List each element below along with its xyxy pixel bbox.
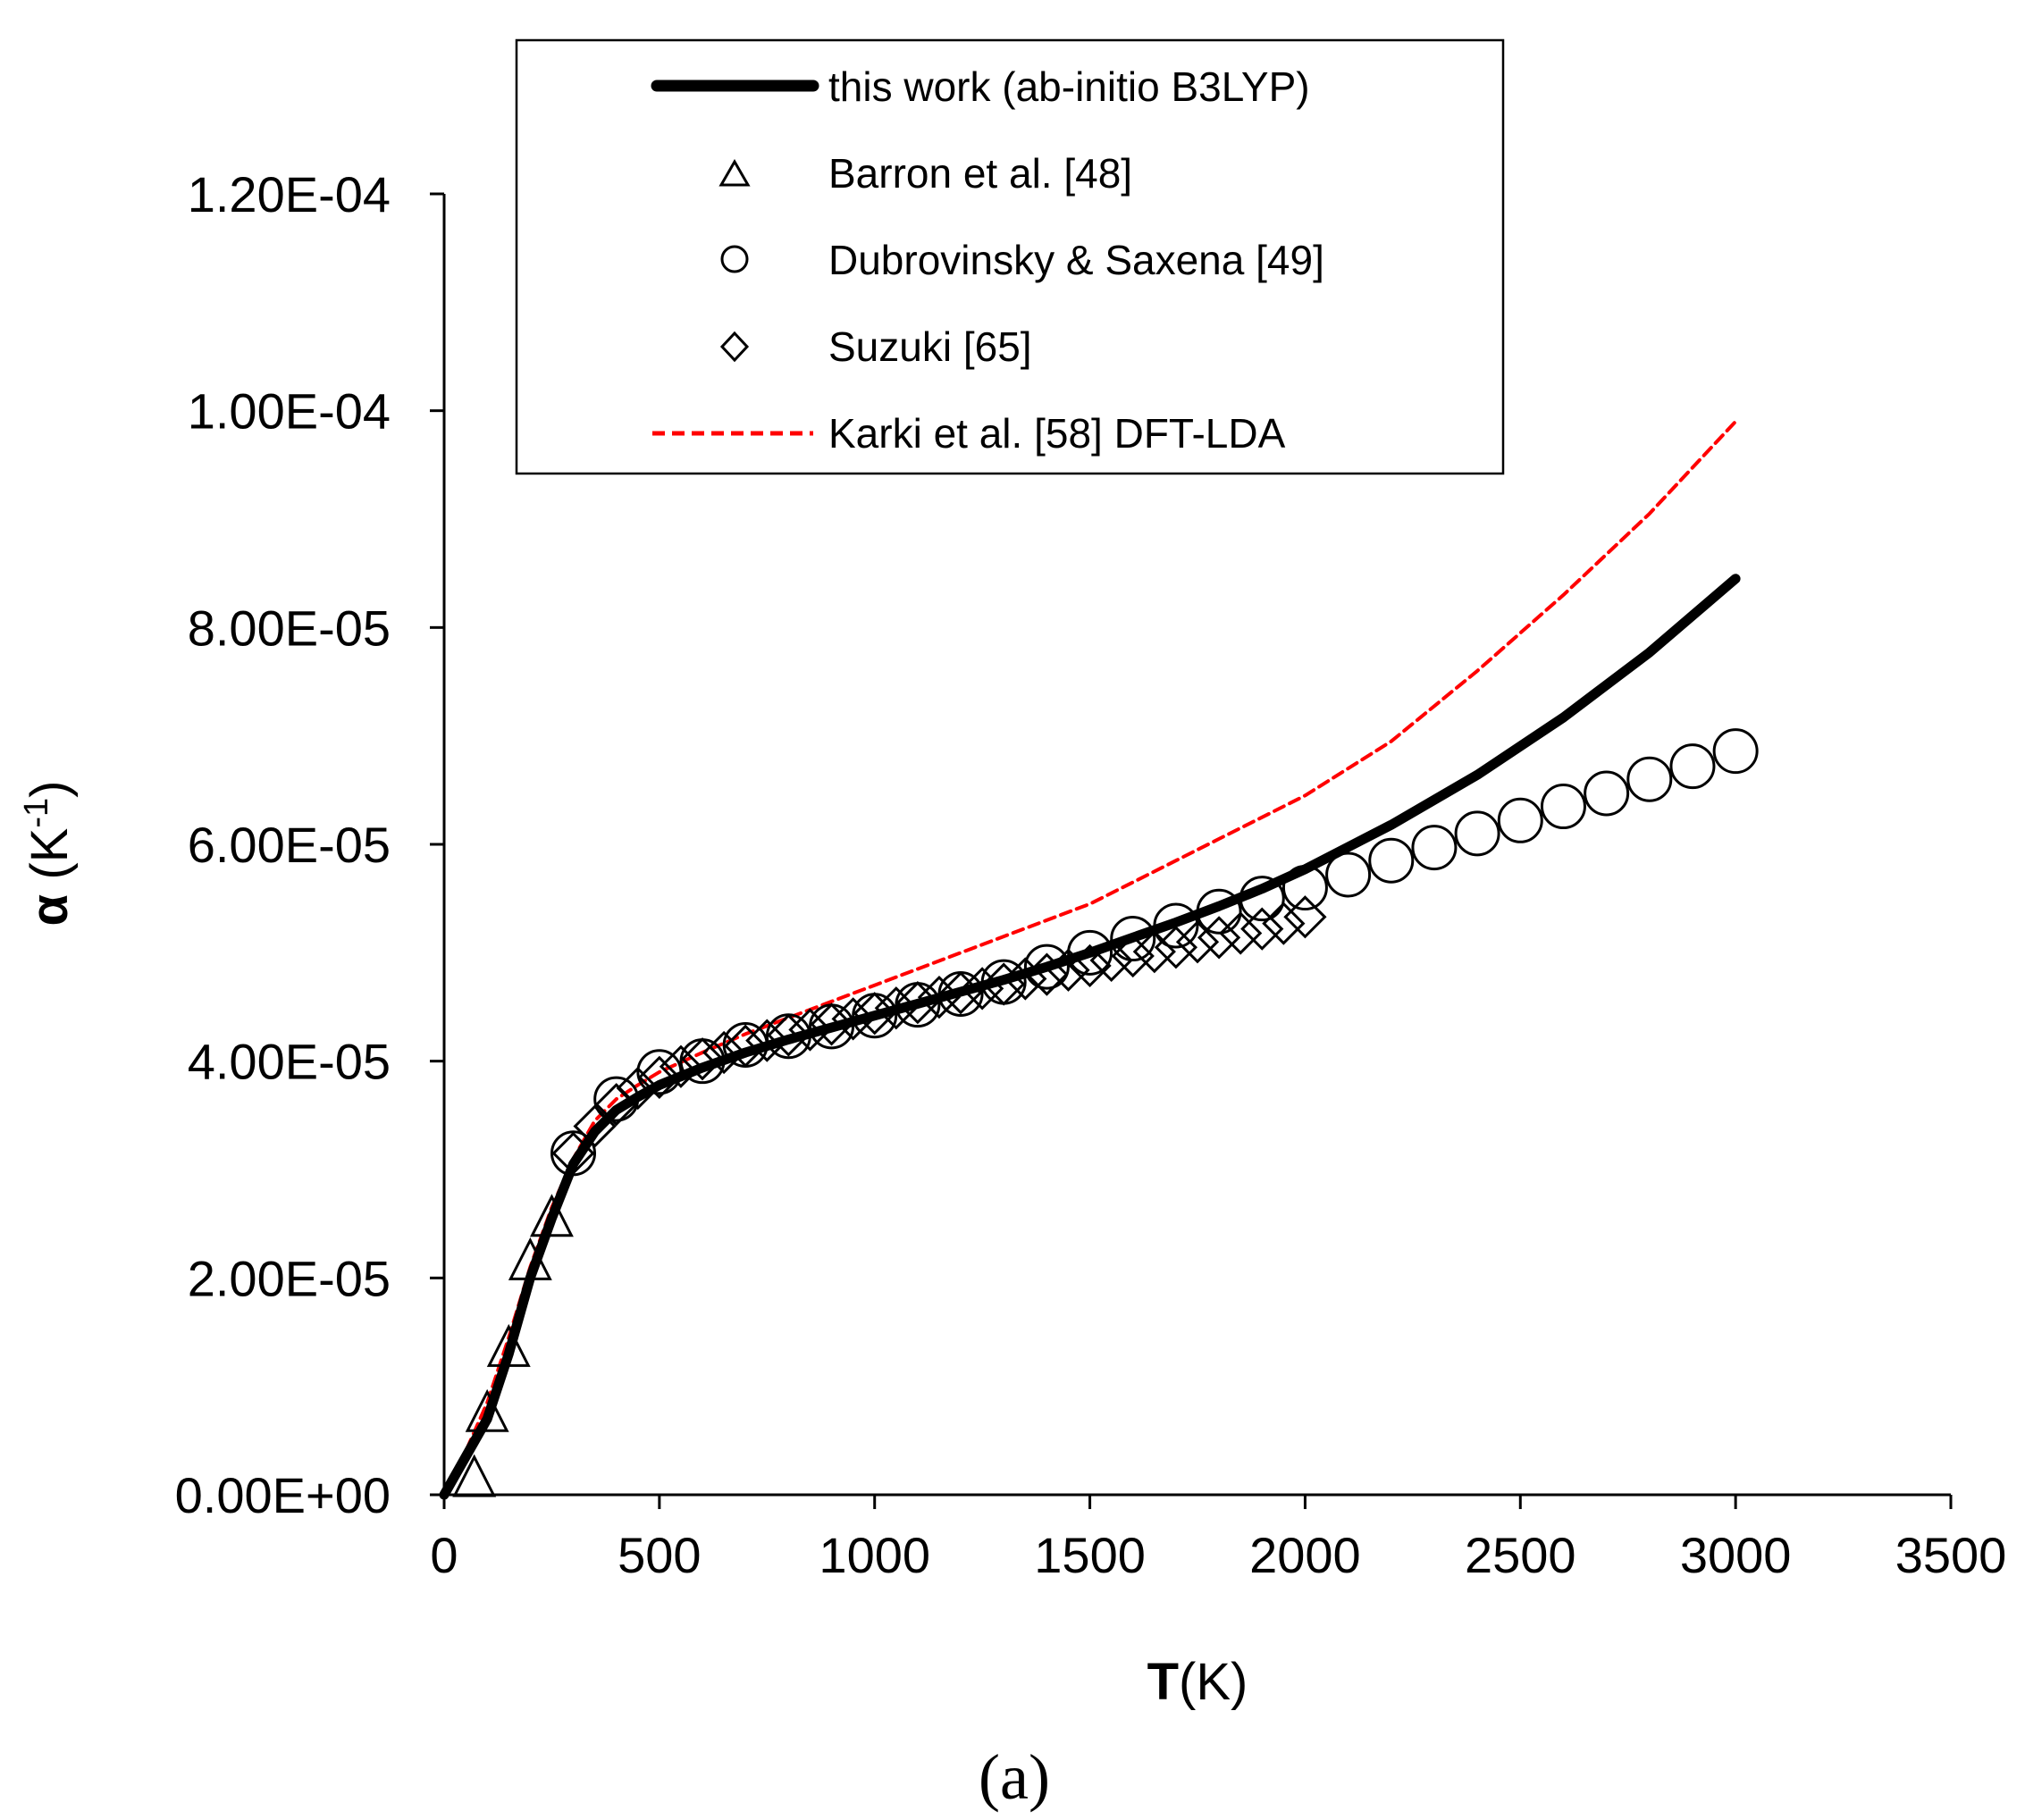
axes: 0 500 1000 1500 2000 2500 3000 3500 0.00E+00 2.00… [175,166,2007,1583]
x-tick-label: 500 [618,1527,701,1583]
x-tick-label: 1000 [819,1527,930,1583]
legend-marker-circle [720,245,749,273]
data-point-diamond [745,1019,789,1062]
data-point-circle [1669,743,1716,790]
data-point-diamond [724,1024,768,1068]
y-tick-label: 4.00E-05 [188,1034,391,1090]
data-point-diamond [1197,916,1241,960]
x-axis-title: T(K) [1147,1653,1248,1711]
data-point-circle [1626,756,1673,802]
x-tick-label: 2500 [1465,1527,1576,1583]
data-point-diamond [1219,911,1263,955]
y-tick-label: 0.00E+00 [175,1467,391,1523]
legend: this work (ab-initio B3LYP) Barron et al… [515,38,1505,475]
data-point-circle [1584,770,1630,817]
x-tick-label: 3000 [1680,1527,1792,1583]
data-point-diamond [767,1013,811,1057]
data-point-diamond [831,997,875,1041]
data-point-circle [1540,784,1586,830]
y-axis-unit-close: ) [21,781,79,798]
data-point-triangle [529,1194,574,1237]
y-tick-label: 1.20E-04 [188,166,391,222]
data-point-circle [1497,797,1543,843]
data-point-diamond [810,1002,853,1046]
data-point-triangle [452,1454,497,1497]
y-axis-symbol: α [21,893,79,926]
data-point-circle [1712,728,1759,775]
y-axis-unit-open: (K [21,827,79,893]
data-point-diamond [1283,895,1327,939]
y-axis-unit-sup: -1 [18,798,55,828]
figure-caption: (a) [979,1741,1050,1813]
data-point-circle [1454,810,1500,857]
data-point-diamond [1262,902,1306,945]
y-axis-title: α (K-1) [18,781,79,927]
this-work-b3lyp-line [439,574,1741,1500]
data-point-diamond [680,1037,725,1081]
data-point-circle [1411,825,1458,871]
data-point-circle [1368,837,1415,884]
x-tick-label: 2000 [1249,1527,1361,1583]
x-tick-label: 1500 [1034,1527,1146,1583]
data-point-diamond [637,1055,681,1099]
data-point-triangle [465,1388,509,1432]
x-axis-title-rest: (K) [1179,1653,1248,1711]
x-tick-label: 0 [430,1527,458,1583]
legend-box [515,38,1505,475]
series-layer [439,419,1759,1500]
legend-label-karki: Karki et al. [58] DFT-LDA [828,410,1286,457]
x-tick-label: 3500 [1895,1527,2007,1583]
data-point-diamond [1132,929,1176,974]
y-tick-label: 8.00E-05 [188,600,391,656]
x-axis-title-bold: T [1147,1653,1179,1711]
legend-label-barron: Barron et al. [48] [828,150,1132,197]
data-point-circle [1067,929,1113,976]
data-point-diamond [659,1044,703,1088]
data-point-circle [1110,916,1156,962]
data-point-diamond [702,1030,746,1075]
data-point-diamond [616,1066,660,1111]
legend-label-dubrovinsky: Dubrovinsky & Saxena [49] [828,237,1324,283]
data-point-circle [1023,944,1070,990]
y-tick-label: 1.00E-04 [188,383,391,440]
series-solid-thick [439,574,1741,1500]
legend-marker-diamond [719,331,750,363]
legend-label-this-work: this work (ab-initio B3LYP) [828,63,1310,110]
data-point-diamond [1240,907,1284,951]
y-tick-label: 2.00E-05 [188,1250,391,1306]
y-tick-label: 6.00E-05 [188,817,391,873]
data-point-diamond [1111,934,1155,978]
legend-marker-triangle [718,158,751,187]
data-point-diamond [788,1008,832,1052]
data-point-circle [1325,851,1372,898]
legend-label-suzuki: Suzuki [65] [828,323,1032,370]
data-point-diamond [1175,920,1220,964]
data-point-diamond [1154,926,1198,969]
